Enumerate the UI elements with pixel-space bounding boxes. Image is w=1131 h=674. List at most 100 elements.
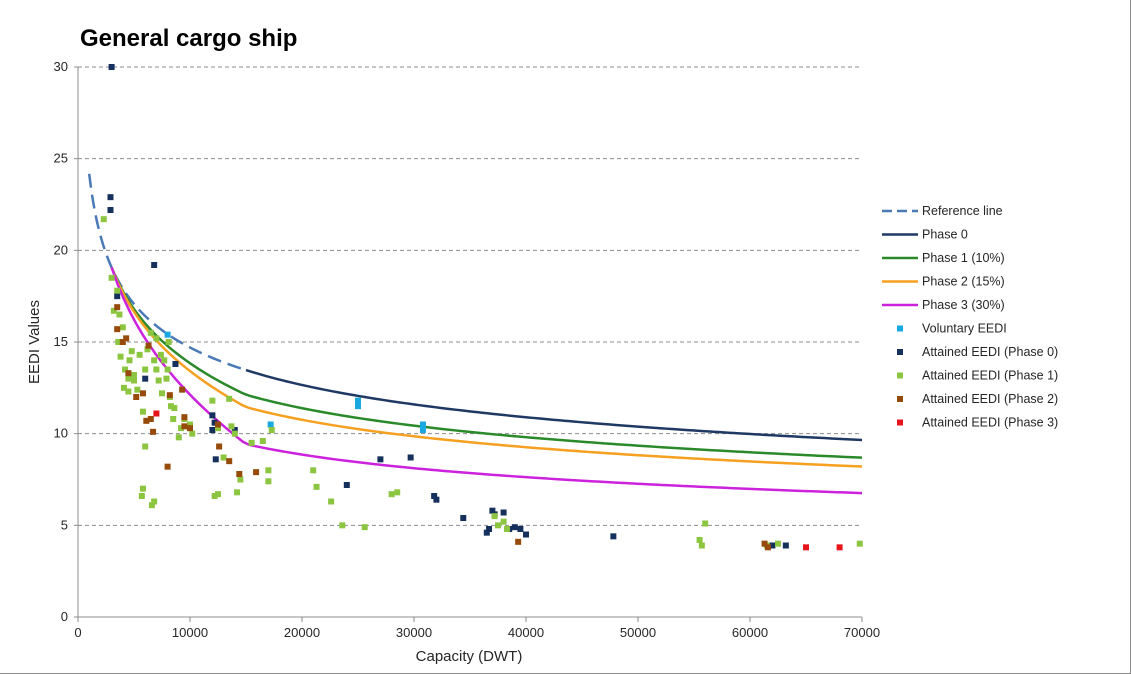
attained-eedi-phase-1-point — [117, 353, 124, 360]
attained-eedi-phase-1-point — [248, 439, 255, 446]
attained-eedi-phase-1-point — [228, 423, 235, 430]
attained-eedi-phase-1-point — [339, 522, 346, 529]
attained-eedi-phase-2-point — [119, 339, 126, 345]
phase-2-15-line — [110, 266, 863, 468]
y-tick-label: 25 — [54, 151, 68, 166]
x-axis-label: Capacity (DWT) — [416, 648, 523, 665]
attained-eedi-phase-0-point — [114, 293, 121, 300]
x-tick-label: 0 — [74, 625, 81, 640]
chart-title: General cargo ship — [80, 25, 297, 52]
y-tick-label: 30 — [54, 59, 68, 74]
x-tick-label: 30000 — [396, 625, 432, 640]
x-tick-label: 50000 — [620, 625, 656, 640]
attained-eedi-phase-2-point — [164, 463, 171, 470]
attained-eedi-phase-0-point — [486, 526, 493, 532]
attained-eedi-phase-0-point — [212, 456, 219, 463]
attained-eedi-phase-1-point — [361, 524, 368, 531]
attained-eedi-phase-2-point — [114, 304, 121, 311]
attained-eedi-phase-1-point — [131, 372, 137, 378]
attained-eedi-phase-0-point — [511, 524, 518, 531]
attained-eedi-phase-0-point — [407, 454, 414, 461]
attained-eedi-phase-1-point — [163, 375, 170, 382]
attained-eedi-phase-3-point — [803, 544, 809, 551]
attained-eedi-phase-1-point — [159, 390, 165, 397]
attained-eedi-phase-0-point — [500, 509, 507, 516]
axes: 0 5 10 15 20 25 30 0 10000 20000 30000 40000 50000 60… — [54, 59, 881, 640]
attained-eedi-phase-1-point — [142, 443, 149, 450]
legend-swatch-attained-eedi-phase-1 — [897, 372, 903, 379]
attained-eedi-phase-0-point — [769, 542, 776, 549]
voluntary-eedi-point — [267, 421, 274, 428]
attained-eedi-phase-1-point — [388, 491, 395, 498]
x-tick-label: 20000 — [284, 625, 320, 640]
y-tick-label: 0 — [61, 609, 68, 624]
legend-label-attained-eedi-phase-0: Attained EEDI (Phase 0) — [922, 345, 1058, 359]
x-tick-label: 10000 — [172, 625, 208, 640]
attained-eedi-phase-2-point — [515, 538, 522, 545]
attained-eedi-phase-0-point — [209, 412, 216, 419]
attained-eedi-phase-1-point — [231, 430, 238, 437]
attained-eedi-phase-0-point — [172, 361, 179, 367]
y-tick-label: 20 — [54, 242, 68, 257]
x-tick-label: 70000 — [844, 625, 880, 640]
attained-eedi-phase-1-point — [125, 375, 132, 382]
phase-3-30-line — [110, 267, 863, 495]
legend-swatch-voluntary-eedi — [897, 325, 903, 332]
attained-eedi-phase-2-point — [215, 421, 221, 428]
attained-eedi-phase-1-point — [126, 357, 133, 364]
legend-label-attained-eedi-phase-1: Attained EEDI (Phase 1) — [922, 369, 1058, 383]
attained-eedi-phase-1-point — [161, 357, 168, 364]
attained-eedi-phase-1-point — [151, 498, 158, 505]
attained-eedi-phase-1-point — [134, 386, 141, 393]
attained-eedi-phase-0-point — [523, 531, 529, 538]
voluntary-eedi-point — [419, 421, 426, 428]
attained-eedi-phase-1-point — [142, 366, 149, 373]
attained-eedi-phase-1-point — [265, 467, 272, 474]
legend-label-attained-eedi-phase-2: Attained EEDI (Phase 2) — [922, 392, 1058, 406]
attained-eedi-phase-0-point — [460, 515, 467, 521]
attained-eedi-phase-2-point — [226, 458, 233, 465]
attained-eedi-phase-1-point — [153, 335, 160, 342]
attained-eedi-phase-0-point — [377, 456, 384, 463]
attained-eedi-phase-1-point — [151, 357, 158, 364]
attained-eedi-phase-1-point — [313, 483, 320, 490]
attained-eedi-phase-1-point — [259, 438, 266, 444]
attained-eedi-phase-1-point — [220, 454, 227, 461]
legend-swatch-attained-eedi-phase-0 — [897, 349, 903, 355]
y-axis-label: EEDI Values — [26, 300, 43, 384]
attained-eedi-phase-1-point — [265, 478, 272, 485]
legend-label-voluntary-eedi: Voluntary EEDI — [922, 322, 1007, 336]
attained-eedi-phase-1-point — [226, 395, 233, 402]
legend-label-reference-line: Reference line — [922, 204, 1003, 218]
attained-eedi-phase-2-point — [123, 335, 130, 342]
attained-eedi-phase-1-point — [310, 467, 317, 474]
attained-eedi-phase-2-point — [181, 414, 188, 421]
attained-eedi-phase-3-point — [153, 410, 160, 417]
attained-eedi-phase-1-point — [167, 403, 174, 410]
attained-eedi-phase-0-point — [142, 375, 149, 382]
attained-eedi-phase-1-point — [696, 537, 703, 543]
attained-eedi-phase-1-point — [115, 339, 122, 345]
data-points — [100, 64, 863, 551]
attained-eedi-phase-1-point — [698, 542, 705, 549]
legend-label-phase-1-10: Phase 1 (10%) — [922, 251, 1005, 265]
attained-eedi-phase-1-point — [211, 493, 218, 499]
x-tick-label: 40000 — [508, 625, 544, 640]
attained-eedi-phase-2-point — [143, 417, 150, 424]
attained-eedi-phase-1-point — [215, 491, 221, 498]
attained-eedi-phase-3-point — [836, 544, 843, 551]
attained-eedi-phase-2-point — [125, 370, 132, 377]
attained-eedi-phase-1-point — [237, 476, 244, 483]
attained-eedi-phase-2-point — [139, 390, 146, 397]
attained-eedi-phase-2-point — [181, 423, 188, 430]
legend-swatch-attained-eedi-phase-3 — [897, 419, 903, 426]
attained-eedi-phase-1-point — [125, 388, 132, 395]
attained-eedi-phase-2-point — [166, 392, 173, 399]
attained-eedi-phase-1-point — [147, 329, 154, 336]
attained-eedi-phase-0-point — [431, 493, 438, 499]
attained-eedi-phase-1-point — [165, 339, 172, 345]
attained-eedi-phase-1-point — [144, 346, 151, 353]
threshold-lines — [87, 173, 863, 495]
attained-eedi-phase-1-point — [209, 397, 216, 404]
